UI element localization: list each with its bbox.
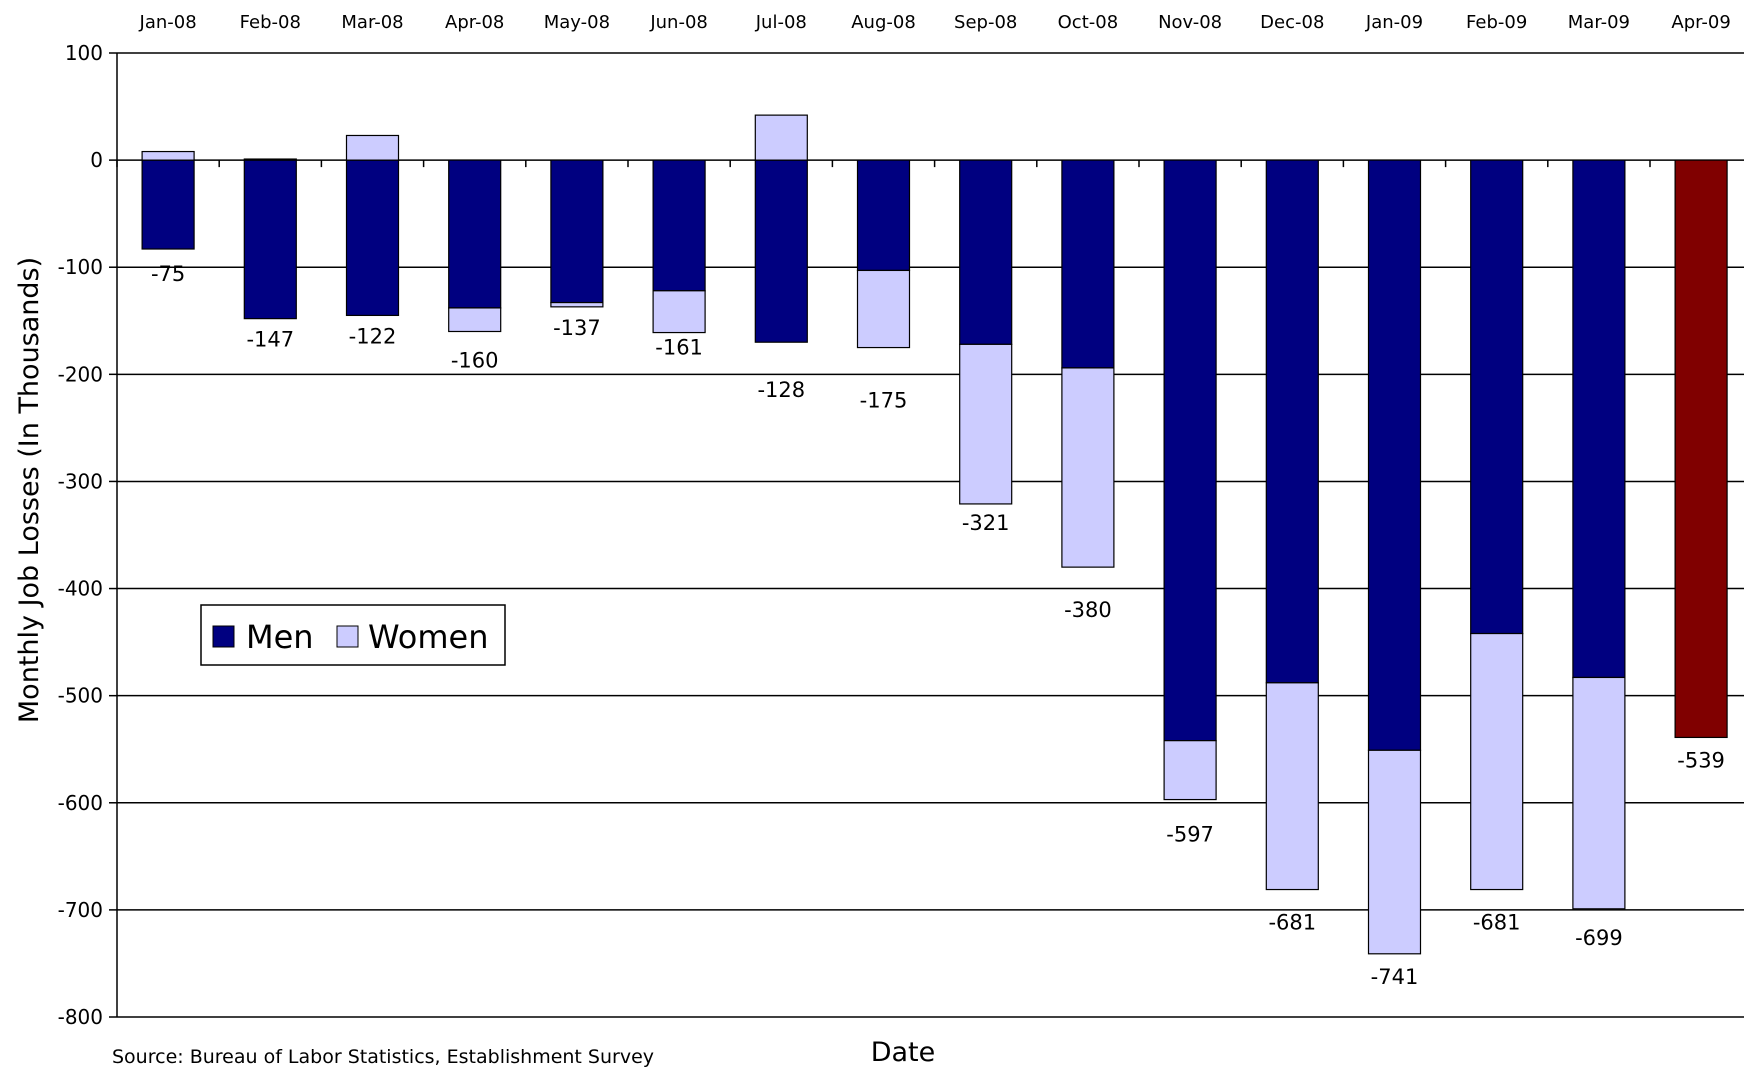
bar-men (448, 159, 502, 309)
bar-men (754, 159, 808, 343)
legend-women-swatch (336, 625, 359, 648)
x-category-label: Dec-08 (1260, 12, 1324, 33)
x-category-label: Oct-08 (1058, 12, 1119, 33)
bar-men (550, 159, 604, 304)
data-label: -122 (349, 324, 397, 348)
bar-women (448, 307, 502, 333)
data-label: -147 (246, 328, 294, 352)
data-labels: -75 -147 -122 -160 -137 -161 -128 -175 -321 -380 -… (151, 262, 1725, 989)
y-tick-label: -800 (58, 1005, 103, 1029)
bars (141, 114, 1728, 955)
data-label: -539 (1677, 748, 1725, 772)
bar-women (141, 150, 195, 161)
data-label: -161 (655, 336, 703, 360)
bar-men (652, 159, 706, 292)
y-axis-title: Monthly Job Losses (In Thousands) (14, 257, 45, 723)
bar-men (243, 159, 297, 320)
bar-men (1572, 159, 1626, 679)
x-category-label: Mar-08 (341, 12, 403, 33)
bar-women (1061, 367, 1115, 568)
bar-women (243, 158, 297, 161)
bar-women (856, 269, 911, 349)
y-tick-label: 0 (90, 148, 103, 172)
y-tick-label: -400 (58, 577, 103, 601)
x-category-label: Sep-08 (954, 12, 1017, 33)
y-tick-label: -100 (58, 255, 103, 279)
data-label: -321 (962, 511, 1010, 535)
data-label: -137 (553, 316, 601, 340)
data-label: -681 (1473, 911, 1521, 935)
x-category-label: Apr-08 (445, 12, 504, 33)
data-label: -160 (451, 348, 499, 372)
data-label: -597 (1166, 823, 1214, 847)
x-category-label: Feb-09 (1466, 12, 1527, 33)
x-category-label: Apr-09 (1671, 12, 1730, 33)
legend: Men Women (200, 604, 506, 666)
x-category-label: Feb-08 (240, 12, 301, 33)
bar-men (345, 159, 400, 317)
x-category-label: Jan-08 (139, 12, 197, 33)
x-category-label: Nov-08 (1158, 12, 1222, 33)
bar-men (959, 159, 1013, 345)
bar-women (1572, 676, 1626, 910)
y-tick-labels: 100 0 -100 -200 -300 -400 -500 -600 -700 -800 (58, 41, 103, 1029)
bar-men (1367, 159, 1422, 751)
data-label: -380 (1064, 598, 1112, 622)
bar-women (550, 301, 604, 308)
y-tick-label: -700 (58, 898, 103, 922)
bar-men (1163, 159, 1217, 742)
data-label: -75 (151, 262, 185, 286)
legend-women-label: Women (368, 618, 488, 656)
y-tick-label: -500 (58, 684, 103, 708)
x-category-labels: Jan-08 Feb-08 Mar-08 Apr-08 May-08 Jun-08 Jul-… (139, 12, 1731, 33)
y-tick-label: 100 (65, 41, 103, 65)
data-label: -741 (1371, 965, 1419, 989)
legend-men-label: Men (246, 618, 314, 656)
bar-women (652, 290, 706, 334)
source-note: Source: Bureau of Labor Statistics, Esta… (112, 1046, 654, 1067)
data-label: -699 (1575, 926, 1623, 950)
x-category-label: Jul-08 (755, 12, 807, 33)
bar-men (856, 159, 911, 272)
bar-women (754, 114, 808, 161)
bar-men (1265, 159, 1319, 684)
bar-women (345, 134, 400, 161)
bar-men (1061, 159, 1115, 369)
bar-women (1367, 749, 1422, 955)
bar-women (1163, 740, 1217, 801)
data-label: -681 (1268, 911, 1316, 935)
data-label: -175 (860, 389, 908, 413)
legend-men-swatch (212, 625, 235, 648)
bar-women (959, 343, 1013, 505)
y-tick-label: -300 (58, 469, 103, 493)
x-category-label: Aug-08 (851, 12, 916, 33)
bar-men (1470, 159, 1524, 635)
data-label: -128 (757, 378, 805, 402)
axes (109, 52, 1744, 1018)
bar-men (1674, 159, 1728, 739)
bar-women (1265, 682, 1319, 891)
y-tick-label: -600 (58, 791, 103, 815)
y-tick-label: -200 (58, 362, 103, 386)
x-category-label: May-08 (544, 12, 610, 33)
bar-men (141, 159, 195, 250)
x-category-label: Jun-08 (649, 12, 708, 33)
bar-women (1470, 632, 1524, 891)
x-axis-title: Date (871, 1037, 936, 1067)
x-category-label: Mar-09 (1568, 12, 1630, 33)
x-category-label: Jan-09 (1365, 12, 1423, 33)
